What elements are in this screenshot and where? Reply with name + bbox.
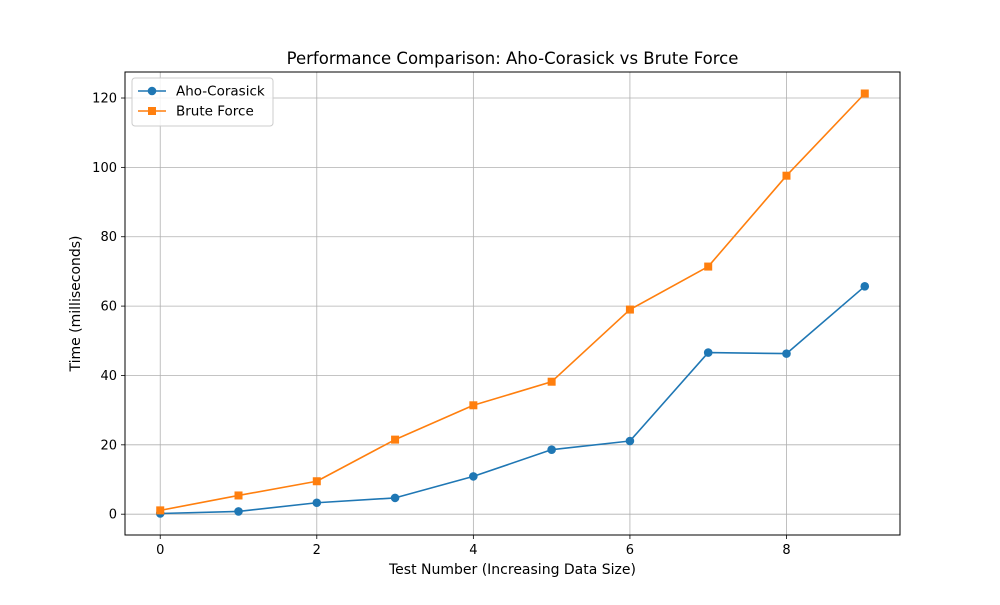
data-point-brute-force <box>391 435 400 444</box>
x-tick-label: 6 <box>626 543 634 558</box>
series-layer <box>155 89 870 518</box>
data-point-aho-corasick <box>625 436 635 446</box>
x-tick-label: 0 <box>156 543 164 558</box>
x-tick-label: 8 <box>782 543 790 558</box>
y-tick-label: 40 <box>100 369 117 384</box>
series-line-aho-corasick <box>160 285 866 515</box>
y-tick-label: 20 <box>100 438 117 453</box>
x-axis-label: Test Number (Increasing Data Size) <box>388 562 636 578</box>
series-brute-force <box>156 89 869 515</box>
legend: Aho-Corasick Brute Force <box>131 77 274 127</box>
data-point-brute-force <box>625 305 634 314</box>
data-point-aho-corasick <box>390 493 400 503</box>
data-point-brute-force <box>312 477 321 486</box>
series-line-brute-force <box>160 92 866 512</box>
chart-title: Performance Comparison: Aho-Corasick vs … <box>287 49 739 68</box>
data-point-aho-corasick <box>860 282 870 291</box>
y-tick-label: 120 <box>92 92 117 107</box>
x-tick-label: 4 <box>469 543 477 558</box>
y-tick-label: 0 <box>109 508 117 523</box>
data-point-brute-force <box>156 506 165 515</box>
data-point-aho-corasick <box>469 472 478 481</box>
data-point-brute-force <box>234 491 243 500</box>
data-point-brute-force <box>704 262 713 271</box>
data-point-brute-force <box>547 377 556 386</box>
y-tick-label: 80 <box>100 230 117 245</box>
series-aho-corasick <box>155 282 870 518</box>
grid-layer <box>125 72 900 535</box>
plot-area-frame <box>124 71 901 536</box>
legend-marker-brute-force <box>148 107 156 115</box>
data-point-aho-corasick <box>782 349 791 358</box>
data-point-brute-force <box>860 89 869 98</box>
data-point-aho-corasick <box>234 507 243 516</box>
y-tick-label: 60 <box>100 300 117 315</box>
data-point-aho-corasick <box>703 348 713 357</box>
legend-box <box>131 77 274 127</box>
x-tick-label: 2 <box>313 543 321 558</box>
data-point-aho-corasick <box>547 445 556 454</box>
data-point-brute-force <box>469 401 478 410</box>
y-tick-label: 100 <box>92 161 117 176</box>
legend-label-aho-corasick: Aho-Corasick <box>176 84 265 100</box>
legend-marker-aho-corasick <box>147 86 157 96</box>
data-point-aho-corasick <box>312 498 322 508</box>
legend-label-brute-force: Brute Force <box>176 104 254 120</box>
data-point-brute-force <box>782 171 791 180</box>
y-axis-label: Time (milliseconds) <box>68 235 84 372</box>
